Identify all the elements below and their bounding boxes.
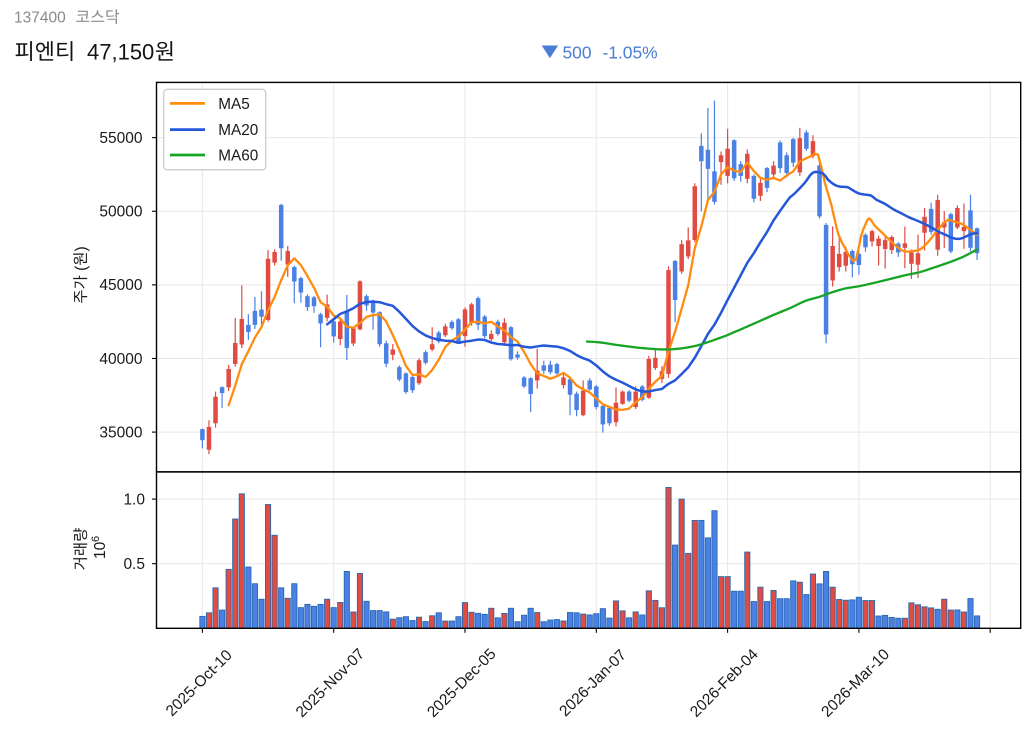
svg-text:6: 6 (90, 536, 102, 542)
svg-text:MA60: MA60 (218, 148, 258, 165)
svg-text:): ) (73, 246, 90, 251)
svg-text:55000: 55000 (99, 130, 142, 147)
svg-text:47,150: 47,150 (87, 39, 154, 64)
svg-text:10: 10 (92, 541, 109, 559)
svg-text:0.5: 0.5 (123, 556, 145, 573)
svg-text:500: 500 (563, 43, 592, 63)
svg-text:1.0: 1.0 (123, 491, 145, 508)
svg-text:(: ( (73, 265, 90, 271)
svg-text:45000: 45000 (99, 277, 142, 294)
svg-text:50000: 50000 (99, 204, 142, 221)
svg-text:MA20: MA20 (218, 122, 258, 139)
svg-text:-1.05%: -1.05% (603, 43, 658, 63)
svg-text:137400: 137400 (14, 10, 66, 27)
svg-text:40000: 40000 (99, 351, 142, 368)
svg-text:MA5: MA5 (218, 96, 249, 113)
svg-text:35000: 35000 (99, 424, 142, 441)
